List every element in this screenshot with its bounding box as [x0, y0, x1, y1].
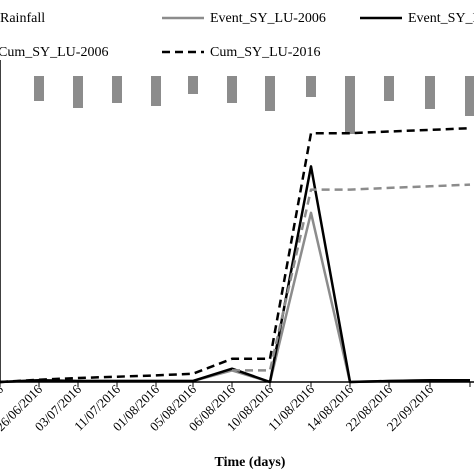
- rainfall-bar: [384, 76, 394, 101]
- legend-label-event-2016: Event_SY_LU-2016: [408, 11, 474, 26]
- series-line-4: [0, 126, 471, 384]
- series-lines: [0, 126, 471, 384]
- x-ticks: [0, 382, 471, 387]
- rainfall-bar: [188, 76, 198, 94]
- legend-label-event-2006: Event_SY_LU-2006: [210, 11, 326, 26]
- rainfall-bar: [265, 76, 275, 111]
- series-line-3: [232, 183, 471, 372]
- rainfall-bar: [345, 76, 355, 134]
- rainfall-bar: [306, 76, 316, 97]
- rainfall-bar: [227, 76, 237, 103]
- series-line-1: [0, 211, 470, 384]
- legend-label-cum-2016: Cum_SY_LU-2016: [210, 45, 320, 60]
- rainfall-bar: [465, 76, 474, 116]
- rainfall-bar: [151, 76, 161, 106]
- rainfall-bars: [34, 76, 474, 134]
- rainfall-bar: [112, 76, 122, 103]
- rainfall-bar: [34, 76, 44, 101]
- x-tick-labels: 06/201626/06/201603/07/201611/07/201601/…: [0, 381, 436, 434]
- series-line-2: [0, 165, 470, 384]
- legend: Rainfall Event_SY_LU-2006 Event_SY_LU-20…: [0, 11, 474, 60]
- rainfall-bar: [73, 76, 83, 108]
- x-axis-title: Time (days): [215, 455, 286, 470]
- rainfall-bar: [425, 76, 435, 109]
- legend-label-rainfall: Rainfall: [0, 11, 45, 26]
- legend-label-cum-2006: Cum_SY_LU-2006: [0, 45, 108, 60]
